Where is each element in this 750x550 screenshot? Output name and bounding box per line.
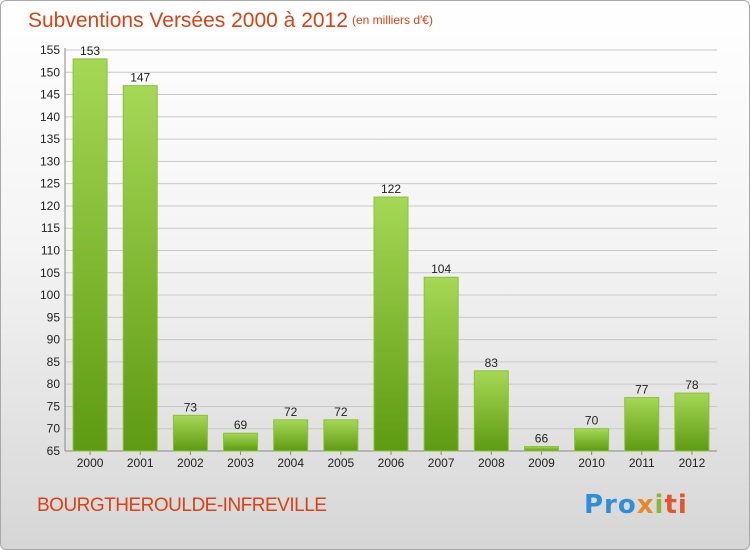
bar-2010 bbox=[574, 428, 610, 452]
value-label-2010: 70 bbox=[585, 414, 599, 428]
y-tick-label: 130 bbox=[40, 154, 60, 168]
value-label-2001: 147 bbox=[130, 71, 150, 85]
x-tick-label-2010: 2010 bbox=[578, 456, 605, 470]
value-label-2005: 72 bbox=[334, 405, 348, 419]
y-tick-label: 155 bbox=[40, 43, 60, 57]
proxiti-logo: Proxiti bbox=[584, 490, 688, 520]
value-label-2006: 122 bbox=[381, 182, 401, 196]
x-tick-label-2000: 2000 bbox=[77, 456, 104, 470]
bar-2002 bbox=[172, 414, 208, 452]
y-tick-label: 100 bbox=[40, 288, 60, 302]
bar-2004 bbox=[273, 419, 309, 452]
x-tick-label-2012: 2012 bbox=[679, 456, 706, 470]
value-label-2002: 73 bbox=[184, 400, 198, 414]
bar-2003 bbox=[223, 432, 259, 452]
bars: 153 147 73 69 72 72 122 104 83 66 70 77 78 bbox=[72, 44, 710, 452]
x-tick-label-2006: 2006 bbox=[378, 456, 405, 470]
bar-2001 bbox=[122, 85, 158, 452]
y-tick-label: 80 bbox=[47, 377, 61, 391]
y-tick-label: 150 bbox=[40, 65, 60, 79]
x-tick-label-2005: 2005 bbox=[327, 456, 354, 470]
value-label-2007: 104 bbox=[431, 262, 451, 276]
y-tick-label: 95 bbox=[47, 310, 61, 324]
x-tick-label-2009: 2009 bbox=[528, 456, 555, 470]
axes: 65 70 75 80 85 90 95 100 105 110 115 120 125 130 135 14… bbox=[40, 43, 717, 470]
value-label-2009: 66 bbox=[535, 432, 549, 446]
x-tick-label-2001: 2001 bbox=[127, 456, 154, 470]
value-label-2012: 78 bbox=[685, 378, 699, 392]
bar-2000 bbox=[72, 58, 108, 452]
x-tick-label-2007: 2007 bbox=[428, 456, 455, 470]
bar-2012 bbox=[674, 392, 710, 452]
y-tick-label: 90 bbox=[47, 333, 61, 347]
y-tick-label: 110 bbox=[41, 244, 60, 258]
x-tick-label-2002: 2002 bbox=[177, 456, 204, 470]
bar-2007 bbox=[423, 276, 459, 452]
y-tick-label: 105 bbox=[40, 266, 60, 280]
bar-2008 bbox=[473, 370, 509, 452]
logo-part-4: ti bbox=[664, 490, 688, 520]
bar-2005 bbox=[323, 419, 359, 452]
logo-part-2: x bbox=[636, 490, 655, 520]
y-tick-label: 85 bbox=[47, 355, 61, 369]
logo-part-3: i bbox=[654, 490, 665, 520]
x-tick-label-2011: 2011 bbox=[629, 456, 655, 470]
y-tick-label: 115 bbox=[41, 221, 60, 235]
logo-part-1: Pro bbox=[584, 490, 637, 520]
y-tick-label: 140 bbox=[40, 110, 60, 124]
x-tick-label-2008: 2008 bbox=[478, 456, 505, 470]
y-tick-label: 145 bbox=[40, 88, 60, 102]
y-tick-label: 120 bbox=[40, 199, 60, 213]
y-tick-label: 125 bbox=[40, 177, 60, 191]
value-label-2011: 77 bbox=[635, 383, 649, 397]
bar-2006 bbox=[373, 196, 409, 452]
y-tick-label: 75 bbox=[47, 399, 61, 413]
value-label-2003: 69 bbox=[234, 418, 248, 432]
y-tick-label: 65 bbox=[47, 444, 61, 458]
value-label-2004: 72 bbox=[284, 405, 298, 419]
commune-name: BOURGTHEROULDE-INFREVILLE bbox=[37, 495, 327, 516]
bar-2011 bbox=[624, 397, 660, 452]
value-label-2000: 153 bbox=[80, 44, 100, 58]
x-tick-label-2003: 2003 bbox=[227, 456, 254, 470]
value-label-2008: 83 bbox=[485, 356, 499, 370]
bar-2009 bbox=[523, 446, 559, 452]
chart-unit: (en milliers d'€) bbox=[352, 13, 433, 27]
chart-title: Subventions Versées 2000 à 2012 bbox=[28, 9, 348, 32]
y-tick-label: 135 bbox=[40, 132, 60, 146]
x-tick-label-2004: 2004 bbox=[277, 456, 304, 470]
y-tick-label: 70 bbox=[47, 422, 61, 436]
